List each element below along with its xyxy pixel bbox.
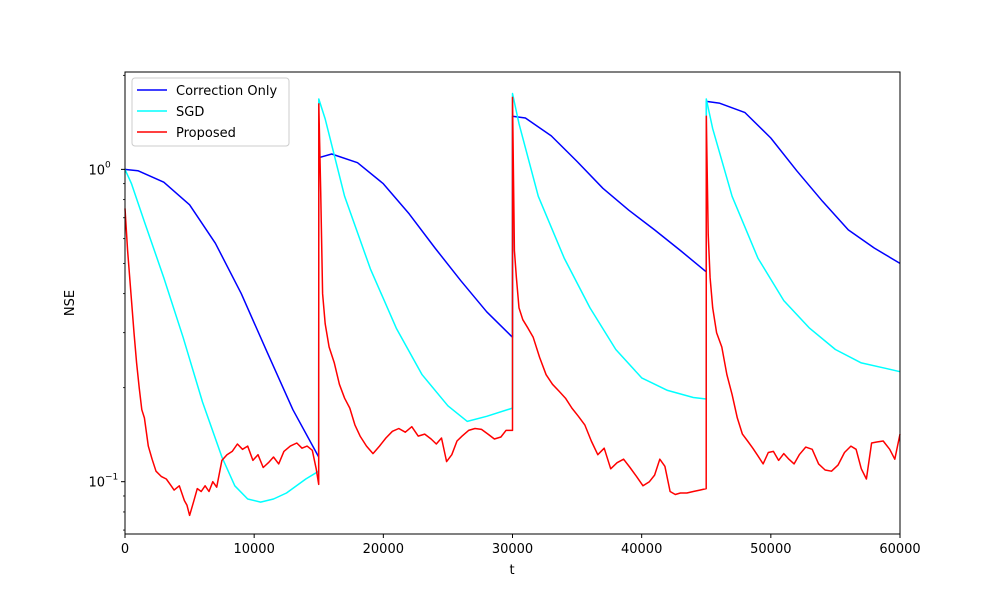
legend: Correction Only SGD Proposed bbox=[131, 77, 290, 147]
legend-box bbox=[131, 77, 290, 147]
x-tick-label: 30000 bbox=[492, 542, 533, 557]
y-tick-label: 10 bbox=[88, 476, 105, 491]
x-tick-label: 60000 bbox=[879, 542, 920, 557]
x-tick-label: 20000 bbox=[363, 542, 404, 557]
x-axis-label: t bbox=[509, 563, 514, 578]
legend-label: SGD bbox=[176, 105, 204, 120]
y-tick-exponent: 0 bbox=[105, 160, 111, 170]
y-tick-exponent: −1 bbox=[105, 473, 118, 483]
x-axis: 0 10000 20000 30000 40000 50000 60000 bbox=[121, 534, 921, 557]
y-axis-label: NSE bbox=[63, 290, 78, 316]
series-layer bbox=[124, 92, 901, 517]
x-tick-label: 50000 bbox=[750, 542, 791, 557]
x-tick-label: 0 bbox=[121, 542, 129, 557]
series-line-proposed bbox=[124, 96, 901, 517]
y-tick-label: 10 bbox=[88, 163, 105, 178]
series-line-sgd bbox=[124, 92, 901, 503]
legend-label: Correction Only bbox=[176, 84, 277, 99]
x-tick-label: 40000 bbox=[621, 542, 662, 557]
legend-label: Proposed bbox=[176, 126, 236, 141]
x-tick-label: 10000 bbox=[233, 542, 274, 557]
